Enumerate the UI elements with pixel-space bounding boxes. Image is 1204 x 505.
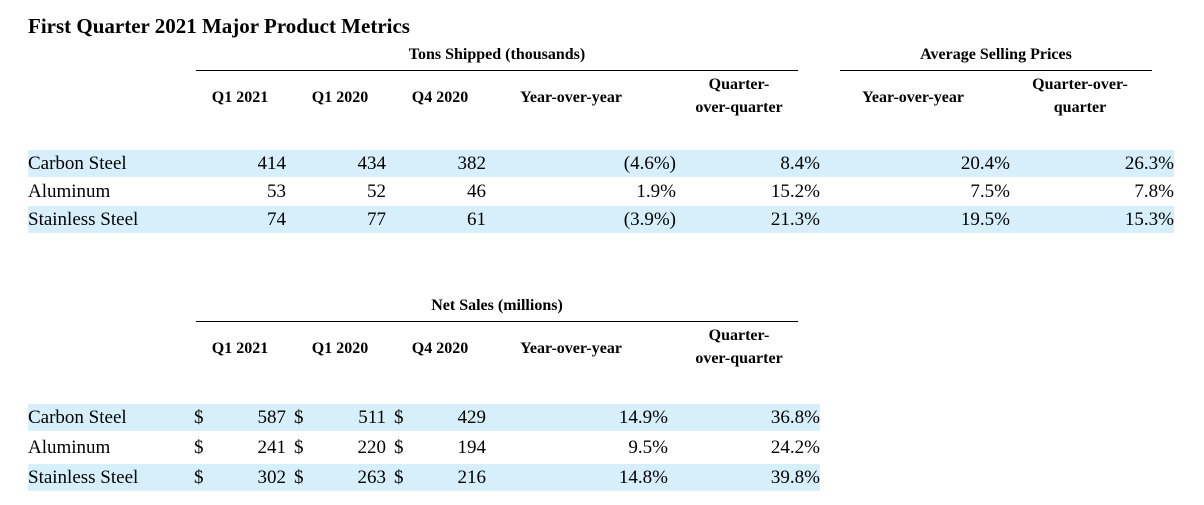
table-cell: 15.3% bbox=[1124, 209, 1174, 230]
table-cell: 220 bbox=[357, 437, 387, 458]
table-cell: 263 bbox=[357, 467, 387, 488]
table-cell: 15.2% bbox=[770, 181, 820, 202]
table-cell: 74 bbox=[267, 209, 286, 230]
currency-symbol: $ bbox=[194, 437, 204, 458]
sales-col-header-q1-2021: Q1 2021 bbox=[211, 340, 269, 357]
table-cell: 52 bbox=[367, 181, 386, 202]
table-cell: 216 bbox=[457, 467, 487, 488]
table-cell: 9.5% bbox=[628, 437, 668, 458]
table-row-band bbox=[28, 206, 1174, 233]
col-header-q1-2020: Q1 2020 bbox=[311, 89, 369, 106]
table-cell: 61 bbox=[467, 209, 486, 230]
table-cell: 429 bbox=[457, 407, 487, 428]
table-cell: 241 bbox=[257, 437, 287, 458]
row-label: Stainless Steel bbox=[28, 467, 139, 488]
table-cell: 14.9% bbox=[618, 407, 668, 428]
row-label: Aluminum bbox=[28, 181, 111, 202]
table-cell: 19.5% bbox=[960, 209, 1010, 230]
table-cell: 26.3% bbox=[1124, 153, 1174, 174]
asp-group-rule bbox=[840, 70, 1152, 71]
table-cell: 14.8% bbox=[618, 467, 668, 488]
tons-group-label: Tons Shipped (thousands) bbox=[408, 46, 586, 63]
table-cell: 46 bbox=[467, 181, 486, 202]
table-cell: 53 bbox=[267, 181, 286, 202]
table-row-band bbox=[28, 464, 820, 491]
table-cell: (4.6%) bbox=[623, 153, 676, 174]
currency-symbol: $ bbox=[394, 467, 404, 488]
table-cell: 382 bbox=[457, 153, 487, 174]
table-cell: 77 bbox=[367, 209, 386, 230]
table-cell: 20.4% bbox=[960, 153, 1010, 174]
table-cell: 587 bbox=[257, 407, 287, 428]
col-header-asp-qoq: Quarter-over- quarter bbox=[1032, 76, 1128, 116]
currency-symbol: $ bbox=[294, 437, 304, 458]
page-title: First Quarter 2021 Major Product Metrics bbox=[28, 14, 410, 38]
table-cell: 511 bbox=[358, 407, 386, 428]
table-cell: 1.9% bbox=[636, 181, 676, 202]
table-cell: 194 bbox=[457, 437, 487, 458]
currency-symbol: $ bbox=[294, 467, 304, 488]
table-cell: 7.8% bbox=[1134, 181, 1174, 202]
col-header-asp-yoy: Year-over-year bbox=[862, 89, 964, 106]
currency-symbol: $ bbox=[194, 407, 204, 428]
col-header-yoy: Year-over-year bbox=[520, 89, 622, 106]
currency-symbol: $ bbox=[194, 467, 204, 488]
table-cell: 36.8% bbox=[770, 407, 820, 428]
table-cell: 434 bbox=[357, 153, 387, 174]
table-cell: 414 bbox=[257, 153, 287, 174]
currency-symbol: $ bbox=[294, 407, 304, 428]
row-label: Carbon Steel bbox=[28, 407, 127, 428]
table-cell: 302 bbox=[257, 467, 287, 488]
sales-col-header-q4-2020: Q4 2020 bbox=[411, 340, 469, 357]
table-cell: 24.2% bbox=[770, 437, 820, 458]
sales-group-label: Net Sales (millions) bbox=[431, 297, 563, 314]
sales-col-header-yoy: Year-over-year bbox=[520, 340, 622, 357]
table-row-band bbox=[28, 150, 1174, 177]
currency-symbol: $ bbox=[394, 407, 404, 428]
row-label: Carbon Steel bbox=[28, 153, 127, 174]
sales-group-rule bbox=[196, 321, 798, 322]
table-cell: 7.5% bbox=[970, 181, 1010, 202]
table-cell: 39.8% bbox=[770, 467, 820, 488]
row-label: Aluminum bbox=[28, 437, 111, 458]
table-cell: (3.9%) bbox=[623, 209, 676, 230]
sales-col-header-qoq: Quarter- over-quarter bbox=[695, 327, 783, 367]
asp-group-label: Average Selling Prices bbox=[920, 46, 1072, 63]
sales-col-header-q1-2020: Q1 2020 bbox=[311, 340, 369, 357]
col-header-q4-2020: Q4 2020 bbox=[411, 89, 469, 106]
table-cell: 8.4% bbox=[780, 153, 820, 174]
row-label: Stainless Steel bbox=[28, 209, 139, 230]
col-header-q1-2021: Q1 2021 bbox=[211, 89, 269, 106]
tons-group-rule bbox=[196, 70, 798, 71]
table-cell: 21.3% bbox=[770, 209, 820, 230]
currency-symbol: $ bbox=[394, 437, 404, 458]
table-row-band bbox=[28, 404, 820, 431]
col-header-qoq: Quarter- over-quarter bbox=[695, 76, 783, 116]
